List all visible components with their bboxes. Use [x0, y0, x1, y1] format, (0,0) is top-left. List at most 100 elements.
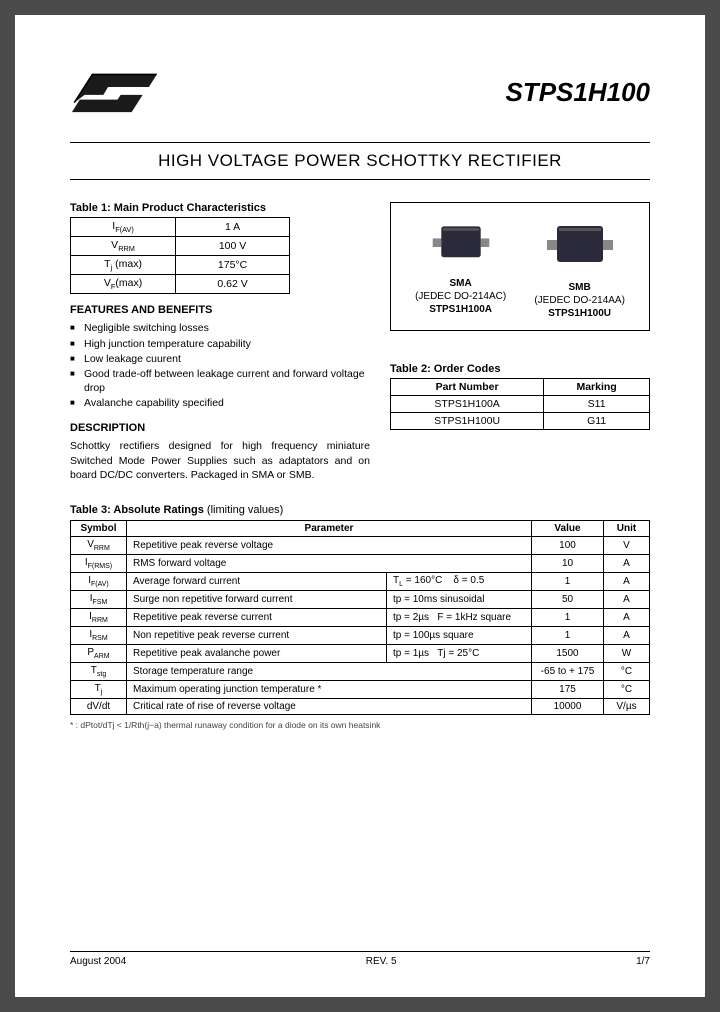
table1-caption: Table 1: Main Product Characteristics: [70, 202, 370, 214]
package-pn: STPS1H100U: [534, 307, 625, 320]
table2: Part NumberMarking STPS1H100AS11STPS1H10…: [390, 378, 650, 430]
t3-unit: V/µs: [604, 698, 650, 714]
t3-header: Symbol: [71, 520, 127, 536]
t3-param: Repetitive peak reverse current: [127, 608, 387, 626]
top-section: Table 1: Main Product Characteristics IF…: [70, 202, 650, 482]
t2-header: Part Number: [391, 379, 544, 396]
t3-unit: V: [604, 536, 650, 554]
t1-symbol: IF(AV): [71, 218, 176, 237]
t3-symbol: IF(RMS): [71, 554, 127, 572]
t3-value: 100: [532, 536, 604, 554]
t3-param: Surge non repetitive forward current: [127, 590, 387, 608]
t1-value: 1 A: [176, 218, 290, 237]
footer-rev: REV. 5: [366, 956, 397, 967]
t3-value: 175: [532, 680, 604, 698]
package-box: SMA (JEDEC DO-214AC) STPS1H100A SMB (JED…: [390, 202, 650, 331]
t3-param: Repetitive peak avalanche power: [127, 644, 387, 662]
description-text: Schottky rectifiers designed for high fr…: [70, 439, 370, 482]
chip-icon: [545, 217, 615, 269]
footer: August 2004 REV. 5 1/7: [70, 951, 650, 967]
table1: IF(AV)1 AVRRM100 VTj (max)175°CVF(max)0.…: [70, 217, 290, 294]
t1-symbol: VF(max): [71, 275, 176, 294]
t3-unit: A: [604, 554, 650, 572]
t3-param: RMS forward voltage: [127, 554, 532, 572]
t2-cell: G11: [544, 413, 650, 430]
datasheet-page: STPS1H100 HIGH VOLTAGE POWER SCHOTTKY RE…: [15, 15, 705, 997]
t1-value: 175°C: [176, 256, 290, 275]
right-column: SMA (JEDEC DO-214AC) STPS1H100A SMB (JED…: [390, 202, 650, 482]
t1-symbol: Tj (max): [71, 256, 176, 275]
document-title: HIGH VOLTAGE POWER SCHOTTKY RECTIFIER: [70, 142, 650, 180]
t3-param: Maximum operating junction temperature *: [127, 680, 532, 698]
t3-param: Critical rate of rise of reverse voltage: [127, 698, 532, 714]
st-logo: [70, 65, 165, 120]
t3-value: 1: [532, 626, 604, 644]
chip-icon: [431, 217, 491, 265]
table3-caption-bold: Table 3: Absolute Ratings: [70, 504, 204, 516]
feature-item: Low leakage cuurent: [70, 352, 370, 366]
footer-page: 1/7: [636, 956, 650, 967]
feature-item: Negligible switching losses: [70, 321, 370, 335]
t3-cond: TL = 160°C δ = 0.5: [387, 572, 532, 590]
table3: SymbolParameterValueUnit VRRMRepetitive …: [70, 520, 650, 715]
t3-unit: °C: [604, 662, 650, 680]
table3-caption: Table 3: Absolute Ratings (limiting valu…: [70, 504, 650, 516]
t3-cond: tp = 1µs Tj = 25°C: [387, 644, 532, 662]
t3-value: 1500: [532, 644, 604, 662]
t1-symbol: VRRM: [71, 237, 176, 256]
package-jedec: (JEDEC DO-214AA): [534, 294, 625, 307]
table2-caption: Table 2: Order Codes: [390, 363, 650, 375]
t3-value: -65 to + 175: [532, 662, 604, 680]
t3-param: Average forward current: [127, 572, 387, 590]
t1-value: 100 V: [176, 237, 290, 256]
t3-header: Value: [532, 520, 604, 536]
t3-symbol: VRRM: [71, 536, 127, 554]
t3-symbol: IFSM: [71, 590, 127, 608]
t3-header: Unit: [604, 520, 650, 536]
features-heading: FEATURES AND BENEFITS: [70, 304, 370, 316]
t3-value: 1: [532, 572, 604, 590]
t3-symbol: IRSM: [71, 626, 127, 644]
footer-date: August 2004: [70, 956, 126, 967]
t3-value: 1: [532, 608, 604, 626]
t3-header: Parameter: [127, 520, 532, 536]
t3-symbol: PARM: [71, 644, 127, 662]
package-item: SMB (JEDEC DO-214AA) STPS1H100U: [534, 217, 625, 320]
t3-unit: A: [604, 608, 650, 626]
package-item: SMA (JEDEC DO-214AC) STPS1H100A: [415, 217, 506, 320]
description-heading: DESCRIPTION: [70, 422, 370, 434]
t3-value: 10: [532, 554, 604, 572]
t3-param: Repetitive peak reverse voltage: [127, 536, 532, 554]
t3-unit: °C: [604, 680, 650, 698]
t3-value: 50: [532, 590, 604, 608]
t2-cell: S11: [544, 396, 650, 413]
package-pn: STPS1H100A: [415, 303, 506, 316]
features-list: Negligible switching losses High junction…: [70, 321, 370, 410]
table3-caption-rest: (limiting values): [204, 504, 283, 516]
left-column: Table 1: Main Product Characteristics IF…: [70, 202, 370, 482]
t3-unit: W: [604, 644, 650, 662]
t3-symbol: dV/dt: [71, 698, 127, 714]
t2-header: Marking: [544, 379, 650, 396]
part-number: STPS1H100: [505, 77, 650, 108]
feature-item: Good trade-off between leakage current a…: [70, 367, 370, 395]
table3-footnote: * : dPtot/dTj < 1/Rth(j−a) thermal runaw…: [70, 720, 650, 730]
t1-value: 0.62 V: [176, 275, 290, 294]
feature-item: High junction temperature capability: [70, 337, 370, 351]
t2-cell: STPS1H100U: [391, 413, 544, 430]
t3-symbol: Tj: [71, 680, 127, 698]
t3-symbol: Tstg: [71, 662, 127, 680]
t3-unit: A: [604, 626, 650, 644]
t3-cond: tp = 10ms sinusoidal: [387, 590, 532, 608]
t3-cond: tp = 100µs square: [387, 626, 532, 644]
package-jedec: (JEDEC DO-214AC): [415, 290, 506, 303]
t3-symbol: IRRM: [71, 608, 127, 626]
package-name: SMB: [534, 281, 625, 294]
t2-cell: STPS1H100A: [391, 396, 544, 413]
t3-symbol: IF(AV): [71, 572, 127, 590]
t3-unit: A: [604, 590, 650, 608]
feature-item: Avalanche capability specified: [70, 396, 370, 410]
header: STPS1H100: [70, 65, 650, 120]
t3-cond: tp = 2µs F = 1kHz square: [387, 608, 532, 626]
t3-param: Storage temperature range: [127, 662, 532, 680]
